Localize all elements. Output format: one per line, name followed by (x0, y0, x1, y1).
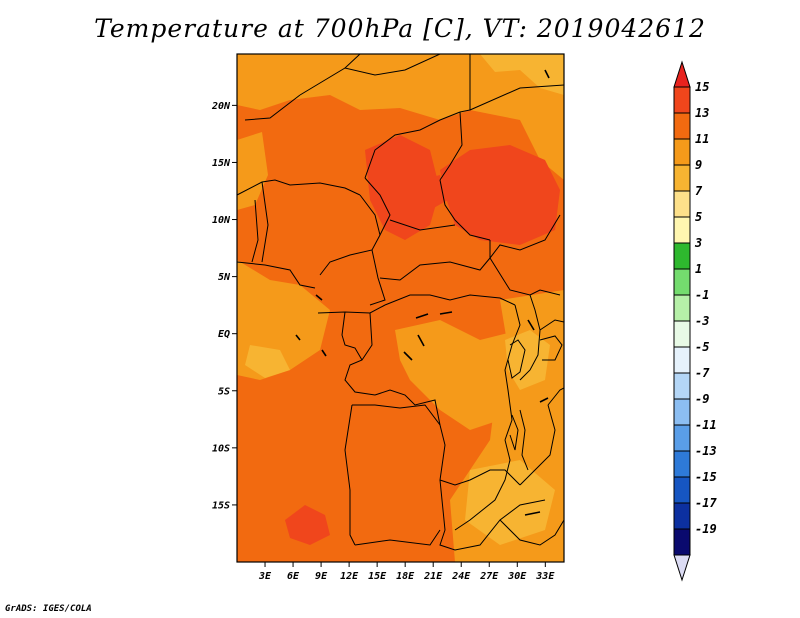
lat-tick-label: 20N (211, 101, 231, 112)
temperature-field (237, 54, 564, 562)
lat-tick-label: 5S (218, 386, 230, 397)
colorbar-segment (673, 294, 691, 322)
latitude-ticks: 20N 15N 10N 5N EQ 5S 10S 15S (211, 101, 237, 511)
colorbar-segment (673, 424, 691, 452)
country-borders (237, 54, 564, 551)
colorbar-label: 5 (695, 210, 702, 224)
colorbar-label: 11 (695, 132, 709, 146)
colorbar-segment (673, 528, 691, 556)
lon-tick-label: 6E (287, 571, 300, 582)
colorbar-segment (673, 346, 691, 374)
colorbar-label: -3 (695, 314, 709, 328)
lon-tick-label: 21E (423, 571, 443, 582)
lat-tick-label: 10N (212, 215, 231, 226)
colorbar-label: 7 (695, 184, 703, 198)
colorbar-label: 1 (695, 262, 702, 276)
colorbar-segment (673, 86, 691, 114)
colorbar-label: -1 (695, 288, 709, 302)
lon-tick-label: 27E (479, 571, 499, 582)
colorbar-segment (673, 242, 691, 270)
colorbar-label: -5 (695, 340, 709, 354)
colorbar-label: -13 (695, 444, 717, 458)
lon-tick-label: 18E (396, 571, 415, 582)
colorbar-max-arrow (673, 60, 691, 88)
colorbar-segment (673, 216, 691, 244)
longitude-ticks: 3E 6E 9E 12E 15E 18E 21E 24E 27E 30E 33E (258, 562, 555, 582)
colorbar-label: -7 (695, 366, 710, 380)
colorbar-segment (673, 164, 691, 192)
colorbar-segment (673, 372, 691, 400)
colorbar-label: -19 (695, 522, 717, 536)
colorbar-label: -15 (695, 470, 717, 484)
lat-tick-label: EQ (218, 329, 230, 340)
map-title: Temperature at 700hPa [C], VT: 201904261… (94, 14, 706, 43)
colorbar-label: -17 (695, 496, 717, 510)
colorbar-segment (673, 502, 691, 530)
colorbar-segment (673, 450, 691, 478)
colorbar-segment (673, 190, 691, 218)
lat-tick-label: 15N (212, 158, 231, 169)
colorbar-min-arrow (673, 554, 691, 582)
colorbar-label: 9 (695, 158, 702, 172)
colorbar: 15 13 11 9 7 5 3 1 -1 -3 -5 -7 -9 -11 -13 -15 -17 -19 (673, 60, 717, 582)
colorbar-segment (673, 476, 691, 504)
colorbar-segment (673, 112, 691, 140)
colorbar-segment (673, 398, 691, 426)
lat-tick-label: 10S (212, 443, 230, 454)
lon-tick-label: 33E (535, 571, 555, 582)
colorbar-label: -9 (695, 392, 709, 406)
lat-tick-label: 5N (218, 272, 231, 283)
colorbar-label: 13 (695, 106, 709, 120)
plot-frame (236, 53, 565, 563)
water-features (295, 69, 550, 516)
lon-tick-label: 15E (368, 571, 387, 582)
colorbar-segment (673, 268, 691, 296)
credit-label: GrADS: IGES/COLA (5, 604, 92, 614)
colorbar-label: 3 (694, 236, 702, 250)
lat-tick-label: 15S (212, 500, 230, 511)
colorbar-segment (673, 320, 691, 348)
colorbar-label: 15 (695, 80, 709, 94)
colorbar-segment (673, 138, 691, 166)
lon-tick-label: 24E (451, 571, 471, 582)
colorbar-label: -11 (695, 418, 717, 432)
lon-tick-label: 12E (340, 571, 359, 582)
lon-tick-label: 30E (507, 571, 527, 582)
lon-tick-label: 9E (315, 571, 328, 582)
lon-tick-label: 3E (258, 571, 272, 582)
